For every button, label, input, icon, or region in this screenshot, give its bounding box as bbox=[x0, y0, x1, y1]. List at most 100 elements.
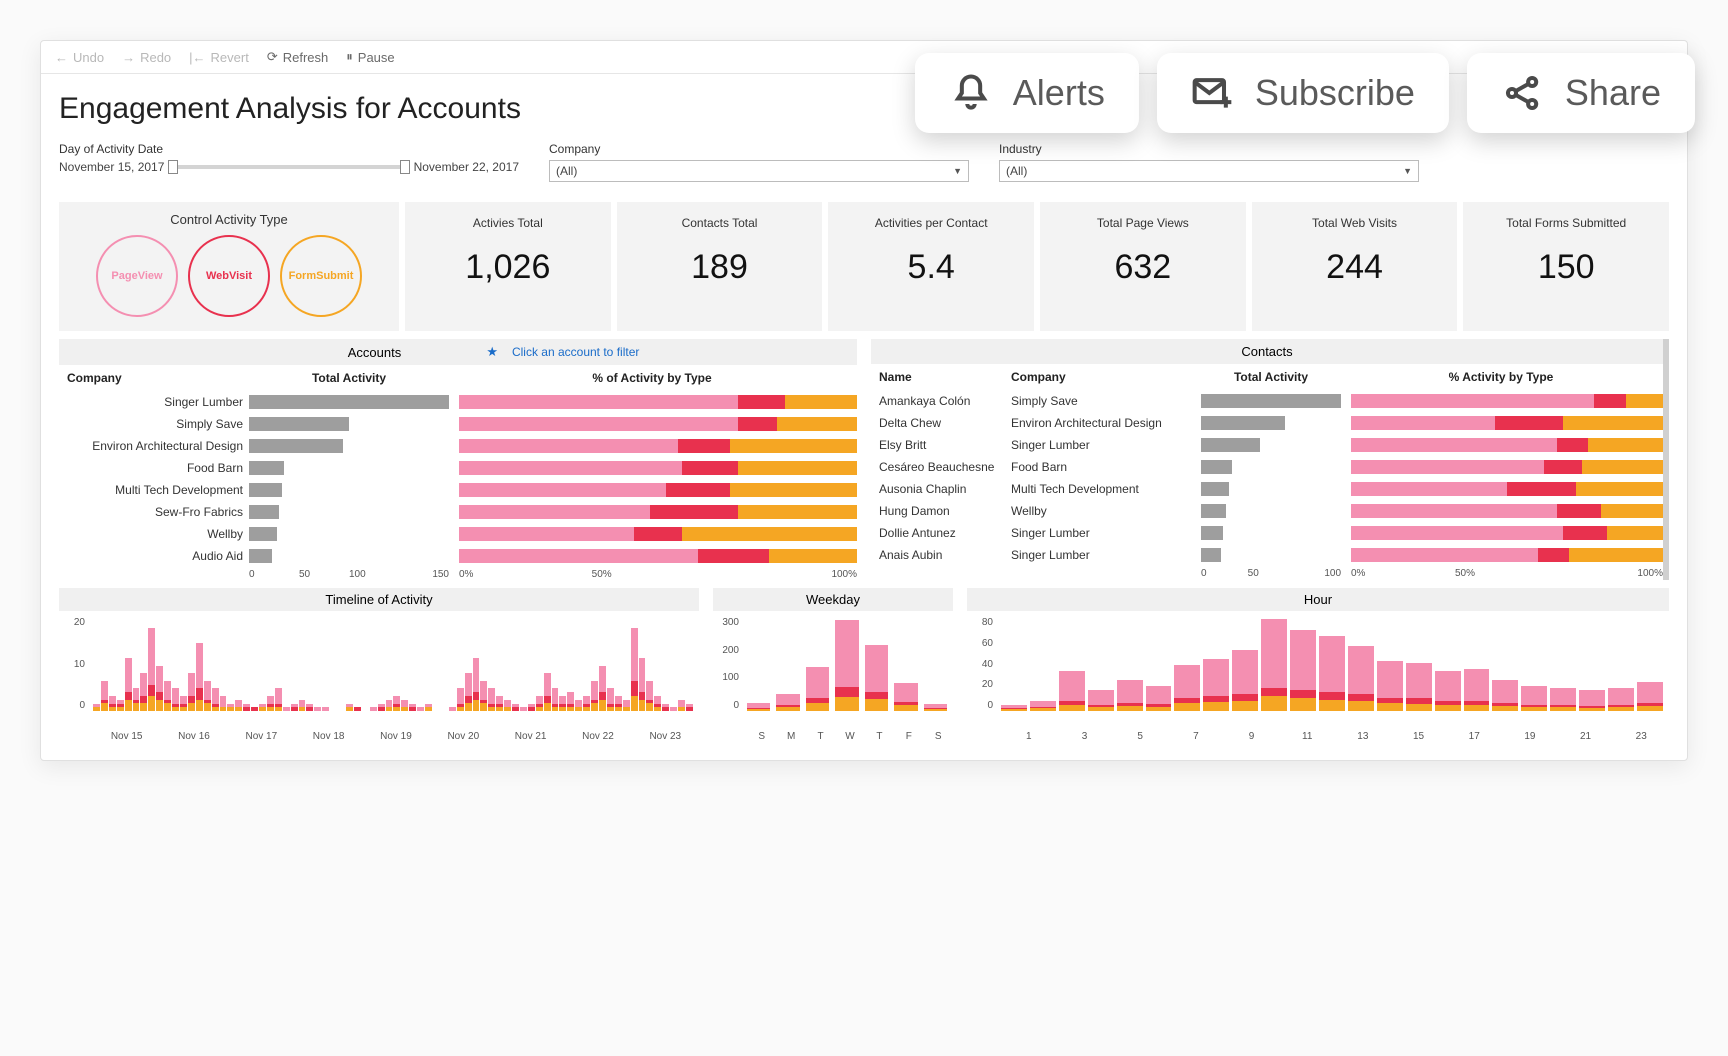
chart-bar bbox=[93, 704, 100, 712]
table-row[interactable]: Audio Aid bbox=[59, 545, 857, 567]
chart-bar bbox=[378, 704, 385, 712]
slider-handle-start[interactable] bbox=[168, 160, 178, 174]
industry-filter-label: Industry bbox=[999, 142, 1419, 156]
chart-bar bbox=[504, 700, 511, 711]
pct-bar bbox=[459, 526, 857, 542]
hour-title: Hour bbox=[967, 588, 1669, 611]
accounts-axis-pct: 0%50%100% bbox=[449, 567, 857, 580]
table-row[interactable]: Elsy Britt Singer Lumber bbox=[871, 434, 1663, 456]
accounts-header: Accounts ★ Click an account to filter bbox=[59, 339, 857, 365]
timeline-bars bbox=[93, 617, 693, 711]
pause-button[interactable]: ⏸Pause bbox=[346, 49, 394, 65]
chart-bar bbox=[204, 681, 211, 711]
account-name: Simply Save bbox=[59, 417, 249, 431]
total-bar bbox=[249, 460, 449, 476]
table-row[interactable]: Sew-Fro Fabrics bbox=[59, 501, 857, 523]
date-slider[interactable]: November 15, 2017 November 22, 2017 bbox=[59, 160, 519, 174]
activity-type-pageview[interactable]: PageView bbox=[96, 235, 178, 317]
revert-button[interactable]: |←Revert bbox=[189, 50, 249, 65]
table-row[interactable]: Food Barn bbox=[59, 457, 857, 479]
kpi-label: Total Page Views bbox=[1044, 216, 1242, 230]
subscribe-label: Subscribe bbox=[1255, 72, 1415, 114]
pct-bar bbox=[459, 504, 857, 520]
chart-bar bbox=[133, 688, 140, 711]
chart-bar bbox=[496, 696, 503, 711]
share-button[interactable]: Share bbox=[1467, 53, 1695, 133]
contacts-axis-total: 050100 bbox=[1201, 566, 1341, 579]
weekday-title: Weekday bbox=[713, 588, 953, 611]
redo-button[interactable]: →Redo bbox=[122, 50, 171, 65]
chart-bar bbox=[243, 704, 250, 712]
total-bar bbox=[249, 416, 449, 432]
chart-bar bbox=[401, 700, 408, 711]
revert-icon: |← bbox=[189, 50, 205, 65]
contact-company: Singer Lumber bbox=[1011, 548, 1201, 562]
kpi-value: 5.4 bbox=[832, 248, 1030, 287]
refresh-button[interactable]: ⟳Refresh bbox=[267, 49, 328, 65]
total-bar bbox=[1201, 393, 1341, 409]
chart-bar bbox=[354, 707, 361, 711]
kpi-value: 189 bbox=[621, 248, 819, 287]
chart-bar bbox=[806, 667, 829, 711]
chart-bar bbox=[457, 688, 464, 711]
undo-button[interactable]: ←Undo bbox=[55, 50, 104, 65]
contacts-header: Contacts bbox=[871, 339, 1663, 364]
slider-track[interactable] bbox=[168, 165, 409, 169]
chart-bar bbox=[488, 688, 495, 711]
table-row[interactable]: Multi Tech Development bbox=[59, 479, 857, 501]
chevron-down-icon: ▼ bbox=[1403, 166, 1412, 176]
table-row[interactable]: Environ Architectural Design bbox=[59, 435, 857, 457]
chart-bar bbox=[1261, 619, 1287, 711]
activity-type-formsubmit[interactable]: FormSubmit bbox=[280, 235, 362, 317]
chart-bar bbox=[283, 707, 290, 711]
table-row[interactable]: Singer Lumber bbox=[59, 391, 857, 413]
table-row[interactable]: Simply Save bbox=[59, 413, 857, 435]
slider-handle-end[interactable] bbox=[400, 160, 410, 174]
contacts-axis-pct: 0%50%100% bbox=[1341, 566, 1663, 579]
chart-bar bbox=[1464, 669, 1490, 711]
total-bar bbox=[1201, 437, 1341, 453]
weekday-x-axis: SMTWTFS bbox=[713, 731, 953, 742]
company-select[interactable]: (All)▼ bbox=[549, 160, 969, 182]
chart-bar bbox=[212, 688, 219, 711]
refresh-icon: ⟳ bbox=[267, 49, 278, 65]
table-row[interactable]: Amankaya Colón Simply Save bbox=[871, 390, 1663, 412]
contact-company: Multi Tech Development bbox=[1011, 482, 1201, 496]
activity-type-webvisit[interactable]: WebVisit bbox=[188, 235, 270, 317]
table-row[interactable]: Hung Damon Wellby bbox=[871, 500, 1663, 522]
industry-select[interactable]: (All)▼ bbox=[999, 160, 1419, 182]
share-icon bbox=[1501, 71, 1545, 115]
chart-bar bbox=[393, 696, 400, 711]
table-row[interactable]: Delta Chew Environ Architectural Design bbox=[871, 412, 1663, 434]
chart-bar bbox=[1088, 690, 1114, 711]
arrow-left-icon: ← bbox=[55, 50, 68, 65]
total-bar bbox=[249, 482, 449, 498]
table-row[interactable]: Anais Aubin Singer Lumber bbox=[871, 544, 1663, 566]
contacts-scrollbar[interactable] bbox=[1663, 339, 1669, 580]
table-row[interactable]: Cesáreo Beauchesne Food Barn bbox=[871, 456, 1663, 478]
chart-bar bbox=[1146, 686, 1172, 711]
contact-name: Elsy Britt bbox=[871, 438, 1011, 452]
hour-chart: Hour 806040200 1357911131517192123 bbox=[967, 588, 1669, 742]
chart-bar bbox=[251, 707, 258, 711]
chart-bar bbox=[591, 681, 598, 711]
total-bar bbox=[1201, 503, 1341, 519]
chart-bar bbox=[425, 704, 432, 712]
pct-bar bbox=[459, 394, 857, 410]
pct-bar bbox=[1351, 393, 1663, 409]
chart-bar bbox=[639, 658, 646, 711]
table-row[interactable]: Ausonia Chaplin Multi Tech Development bbox=[871, 478, 1663, 500]
kpi-value: 1,026 bbox=[409, 248, 607, 287]
chart-bar bbox=[512, 704, 519, 712]
table-row[interactable]: Wellby bbox=[59, 523, 857, 545]
share-label: Share bbox=[1565, 72, 1661, 114]
contact-name: Amankaya Colón bbox=[871, 394, 1011, 408]
account-name: Singer Lumber bbox=[59, 395, 249, 409]
total-bar bbox=[249, 548, 449, 564]
chart-bar bbox=[1608, 688, 1634, 711]
subscribe-button[interactable]: Subscribe bbox=[1157, 53, 1449, 133]
table-row[interactable]: Dollie Antunez Singer Lumber bbox=[871, 522, 1663, 544]
alerts-button[interactable]: Alerts bbox=[915, 53, 1139, 133]
timeline-y-axis: 20100 bbox=[59, 617, 89, 711]
chart-bar bbox=[291, 704, 298, 712]
